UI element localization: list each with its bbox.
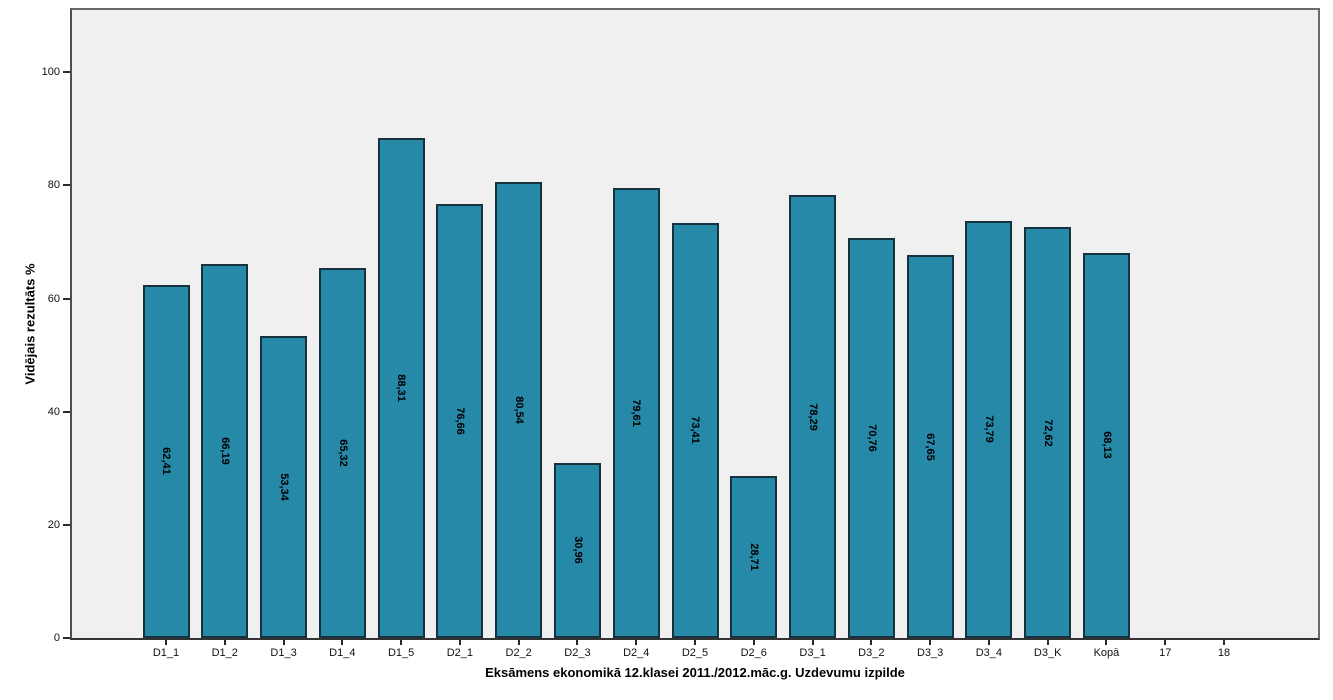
bar: 70,76 [847,237,895,638]
x-tick-label: D1_1 [152,647,180,659]
x-tick-mark [694,640,696,645]
bar: 66,19 [201,263,249,638]
x-tick-mark [223,640,226,645]
bar-value-label: 88,31 [395,374,408,402]
x-tick-mark [1105,640,1108,645]
y-tick-mark [63,297,70,300]
x-tick-label: D2_3 [564,647,591,659]
bar: 72,62 [1024,227,1072,638]
bar-value-label: 30,96 [571,536,584,565]
x-tick-mark [576,640,579,645]
x-tick-label: 18 [1217,647,1231,659]
y-tick-label: 20 [47,518,60,531]
y-tick-label: 40 [47,405,60,418]
y-tick-mark [63,637,70,639]
bar-value-label: 73,41 [689,416,701,445]
y-tick-label: 100 [41,66,60,79]
x-tick-mark [165,640,167,645]
bar: 79,61 [612,187,660,638]
x-tick-label: D2_4 [623,647,650,659]
bar: 76,66 [436,204,484,638]
x-tick-label: D1_4 [329,647,356,659]
x-tick-label: 17 [1159,647,1172,659]
bar-value-label: 62,41 [160,447,172,476]
y-tick-label: 0 [53,632,60,644]
y-axis-title: Vidējais rezultāts % [22,263,38,385]
x-tick-label: D2_1 [446,647,474,659]
bar-value-label: 67,65 [924,432,937,461]
x-tick-label: D1_2 [211,647,238,659]
x-tick-mark [752,640,755,645]
bar: 62,41 [142,284,190,638]
bar: 73,41 [671,222,719,638]
x-tick-label: D2_2 [505,647,532,659]
bar-value-label: 68,13 [1100,431,1113,460]
bar-value-label: 76,66 [453,407,466,435]
x-tick-label: D3_4 [975,647,1003,659]
bar-value-label: 65,32 [336,439,349,467]
x-tick-label: D3_2 [858,647,885,659]
bar: 53,34 [260,336,308,638]
bar: 80,54 [495,182,543,638]
bar: 65,32 [318,268,366,638]
x-tick-mark [1164,640,1167,645]
x-tick-mark [1046,640,1049,645]
bar: 78,29 [789,195,837,638]
x-tick-label: D1_5 [387,647,415,659]
x-tick-mark [282,640,285,645]
x-axis-title: Eksāmens ekonomikā 12.klasei 2011./2012.… [485,665,905,680]
x-tick-label: D2_5 [681,647,709,659]
bar-value-label: 79,61 [630,399,643,427]
bar: 88,31 [377,138,425,638]
x-tick-mark [1223,640,1225,645]
x-tick-mark [987,640,990,645]
y-tick-mark [63,410,70,413]
bar-value-label: 80,54 [512,396,525,424]
x-tick-label: D2_6 [740,647,767,659]
x-tick-label: Kopā [1093,647,1120,659]
bar-value-label: 28,71 [747,543,760,571]
x-tick-label: D3_1 [799,647,826,659]
x-tick-label: D3_3 [916,647,944,659]
x-tick-mark [929,640,932,645]
bar-value-label: 53,34 [277,473,290,501]
bar-value-label: 78,29 [806,402,819,431]
x-tick-mark [400,640,403,645]
bar: 67,65 [906,255,954,638]
y-tick-label: 80 [47,179,60,192]
bar-value-label: 72,62 [1041,418,1054,447]
bar: 73,79 [965,220,1013,638]
y-tick-mark [63,71,70,74]
x-tick-mark [870,640,873,645]
y-tick-mark [63,523,70,526]
bar-value-label: 66,19 [218,436,231,465]
x-tick-label: D1_3 [270,647,297,659]
y-tick-mark [63,184,70,187]
x-tick-mark [635,640,638,645]
bar: 30,96 [553,462,601,638]
x-tick-mark [458,640,461,645]
x-tick-mark [341,640,344,645]
x-tick-label: D3_K [1033,647,1062,659]
x-tick-mark [811,640,814,645]
y-tick-label: 60 [47,292,60,305]
bar-value-label: 70,76 [865,424,878,452]
x-tick-mark [517,640,520,645]
bar: 28,71 [730,475,778,638]
bar: 68,13 [1082,252,1130,638]
bar-value-label: 73,79 [982,415,995,444]
